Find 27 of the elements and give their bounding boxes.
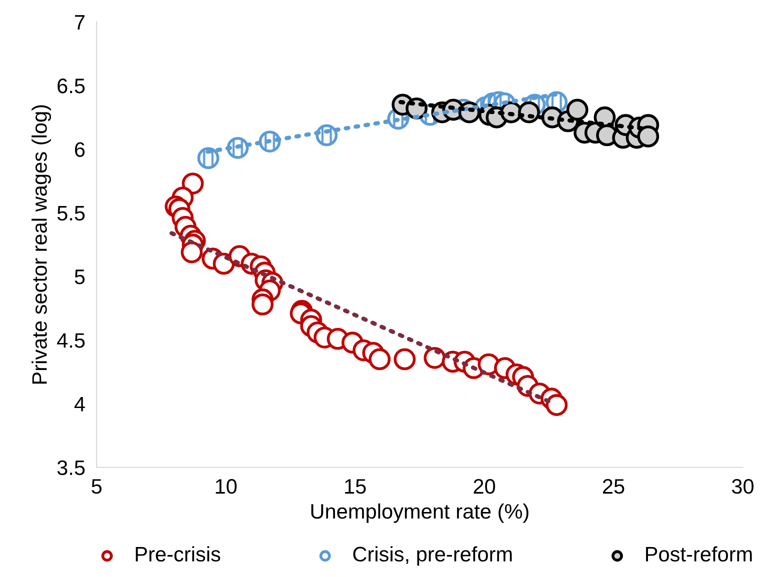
point — [566, 98, 588, 121]
point — [637, 126, 660, 148]
y-tick-label: 4.5 — [57, 333, 85, 348]
point — [182, 172, 204, 195]
point — [394, 348, 416, 370]
y-tick-label: 5.5 — [57, 206, 85, 221]
x-axis-title: Unemployment rate (%) — [311, 503, 528, 523]
point — [368, 348, 391, 370]
x-tick-label: 30 — [732, 479, 754, 494]
point — [546, 394, 568, 416]
legend-label: Crisis, pre-reform — [353, 546, 512, 566]
y-tick-label: 6 — [75, 142, 85, 157]
x-tick-label: 10 — [216, 479, 237, 494]
point — [180, 241, 203, 264]
y-tick-label: 5 — [74, 270, 85, 284]
x-tick-label: 20 — [474, 479, 496, 494]
y-axis-title: Private sector real wages (log) — [32, 105, 52, 384]
legend-label: Pre-crisis — [136, 546, 220, 562]
legend-label: Post-reform — [646, 546, 752, 562]
point — [252, 294, 274, 316]
x-tick-label: 15 — [345, 479, 366, 494]
y-tick-label: 7 — [75, 15, 84, 30]
y-tick-label: 3.5 — [57, 460, 85, 476]
x-tick-label: 5 — [92, 479, 102, 494]
y-tick-label: 4 — [74, 396, 85, 412]
x-tick-label: 25 — [602, 479, 624, 494]
y-tick-label: 6.5 — [58, 78, 85, 94]
